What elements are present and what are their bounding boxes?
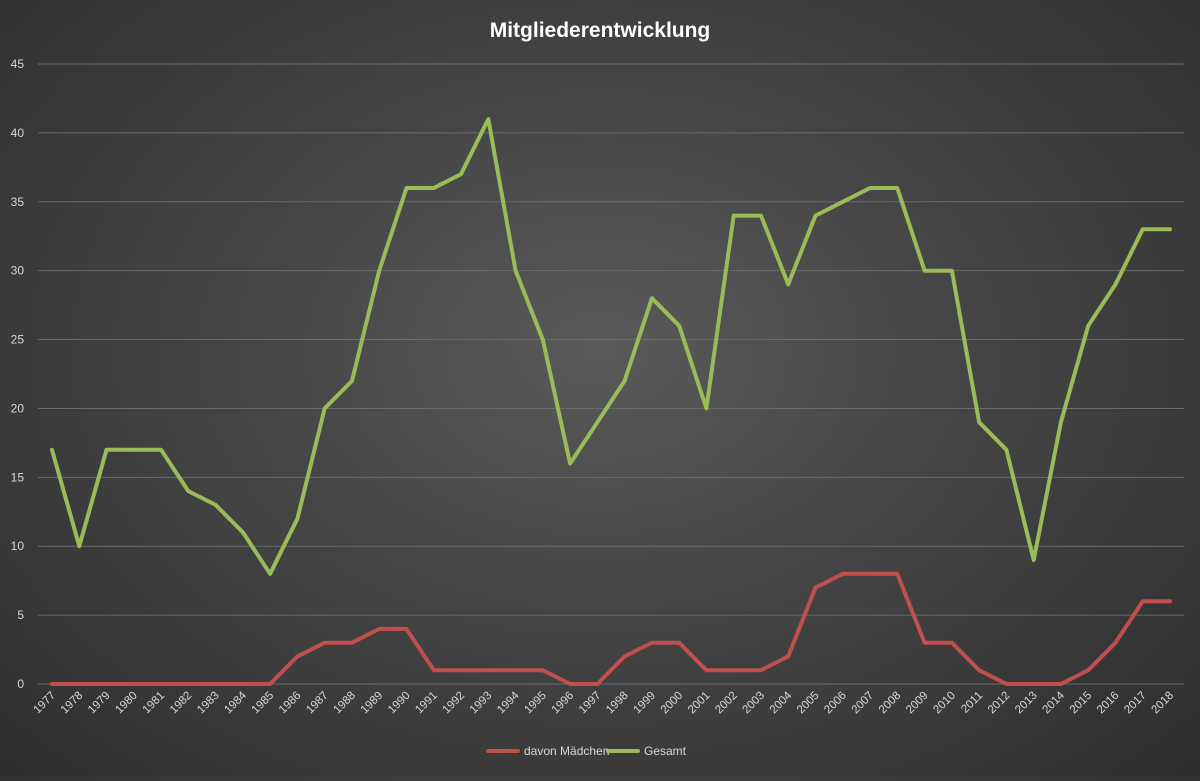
x-tick-label: 2006 <box>822 690 849 717</box>
x-tick-label: 2017 <box>1122 690 1149 717</box>
series-lines <box>50 117 1172 686</box>
x-tick-label: 1999 <box>631 690 658 717</box>
x-tick-label: 1991 <box>413 690 440 717</box>
x-tick-label: 1984 <box>222 689 249 716</box>
x-tick-label: 1994 <box>495 689 522 716</box>
x-tick-label: 1988 <box>331 690 358 717</box>
legend-label: Gesamt <box>644 744 687 758</box>
x-tick-label: 2005 <box>795 690 822 717</box>
x-tick-label: 2015 <box>1068 690 1095 717</box>
x-tick-label: 1996 <box>550 690 577 717</box>
y-tick-label: 5 <box>17 608 24 622</box>
chart-title: Mitgliederentwicklung <box>490 19 711 42</box>
x-tick-label: 1989 <box>359 690 386 717</box>
x-tick-label: 1990 <box>386 690 413 717</box>
y-tick-label: 25 <box>11 333 25 347</box>
y-tick-label: 30 <box>11 264 25 278</box>
y-tick-label: 15 <box>11 470 25 484</box>
x-tick-label: 2007 <box>850 690 877 717</box>
x-tick-label: 1981 <box>141 690 168 717</box>
y-tick-label: 10 <box>11 539 25 553</box>
x-tick-label: 2004 <box>768 689 795 716</box>
x-tick-label: 2010 <box>931 690 958 717</box>
x-tick-label: 1979 <box>86 690 113 717</box>
x-tick-label: 1986 <box>277 690 304 717</box>
x-axis-ticks: 1977 1978 1979 1980 1981 1982 1983 1984 1985 1986… <box>32 689 1177 716</box>
x-tick-label: 2012 <box>986 690 1013 717</box>
y-tick-label: 0 <box>17 677 24 691</box>
x-tick-label: 1987 <box>304 690 331 717</box>
series-line <box>50 117 1172 576</box>
x-tick-label: 2001 <box>686 690 713 717</box>
x-tick-label: 1977 <box>32 690 59 717</box>
series-line <box>50 571 1172 686</box>
y-tick-label: 20 <box>11 401 25 415</box>
x-tick-label: 1982 <box>168 690 195 717</box>
gridlines <box>38 63 1184 685</box>
x-tick-label: 1995 <box>522 690 549 717</box>
x-tick-label: 2011 <box>959 690 985 716</box>
legend: davon Mädchen Gesamt <box>486 744 687 758</box>
x-tick-label: 1980 <box>113 690 140 717</box>
x-tick-label: 2014 <box>1040 689 1067 716</box>
x-tick-label: 2000 <box>659 690 686 717</box>
x-tick-label: 1983 <box>195 690 222 717</box>
x-tick-label: 1993 <box>468 690 495 717</box>
x-tick-label: 2016 <box>1095 690 1122 717</box>
x-tick-label: 2002 <box>713 690 740 717</box>
x-tick-label: 2003 <box>741 690 768 717</box>
x-tick-label: 1992 <box>441 690 468 717</box>
x-tick-label: 2008 <box>877 690 904 717</box>
x-tick-label: 2018 <box>1150 690 1177 717</box>
y-axis-ticks: 0 5 10 15 20 25 30 35 40 45 <box>11 57 25 691</box>
x-tick-label: 1997 <box>577 690 604 717</box>
x-tick-label: 1985 <box>250 690 277 717</box>
legend-label: davon Mädchen <box>524 744 609 758</box>
x-tick-label: 2013 <box>1013 690 1040 717</box>
y-tick-label: 45 <box>11 57 25 71</box>
x-tick-label: 1998 <box>604 690 631 717</box>
y-tick-label: 40 <box>11 126 25 140</box>
x-tick-label: 1978 <box>59 690 86 717</box>
y-tick-label: 35 <box>11 195 25 209</box>
x-tick-label: 2009 <box>904 690 931 717</box>
